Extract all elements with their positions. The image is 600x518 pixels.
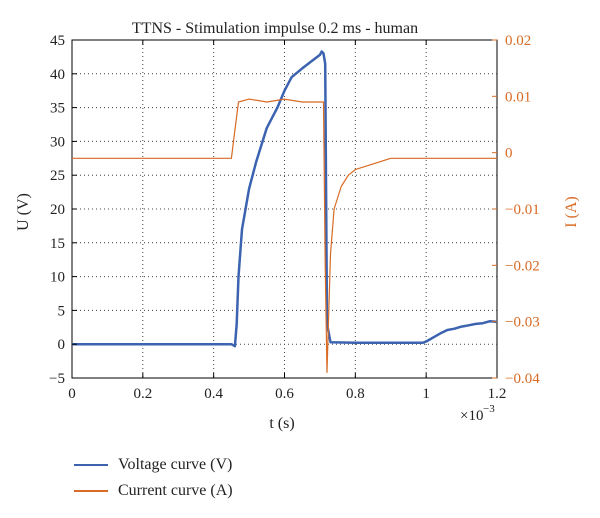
chart-title: TTNS - Stimulation impulse 0.2 ms - huma… [132, 20, 418, 37]
x-multiplier-base: ×10 [460, 408, 483, 424]
y-axis-label-right: I (A) [563, 196, 580, 228]
y-left-tick-label: −5 [49, 371, 65, 387]
series-current-line [72, 98, 497, 373]
y-left-tick-label: 0 [58, 337, 66, 353]
ticks: 0 0.2 0.4 0.6 0.8 1 1.2−5051015202530354045−0.… [49, 33, 540, 402]
legend-swatch-current [74, 490, 108, 492]
y-right-tick-label: 0 [505, 146, 513, 162]
y-left-tick-label: 5 [58, 303, 66, 319]
grid [72, 40, 497, 378]
y-left-tick-label: 40 [50, 67, 65, 83]
x-axis-label: t (s) [269, 415, 294, 432]
legend-label-current: Current curve (A) [118, 482, 233, 499]
y-left-tick-label: 30 [50, 134, 65, 150]
series-layer [72, 50, 498, 373]
x-tick-label: 1 [422, 386, 430, 402]
x-multiplier: ×10 −3 [460, 403, 495, 424]
y-left-tick-label: 45 [50, 33, 65, 49]
x-tick-label: 0.8 [346, 386, 365, 402]
x-tick-label: 0 [68, 386, 76, 402]
y-axis-label-left: U (V) [15, 193, 32, 231]
y-left-tick-label: 10 [50, 270, 65, 286]
x-tick-label: 0.6 [275, 386, 294, 402]
x-tick-label: 1.2 [488, 386, 507, 402]
y-left-tick-label: 35 [50, 101, 65, 117]
y-left-tick-label: 25 [50, 168, 65, 184]
y-right-tick-label: −0.04 [505, 371, 540, 387]
y-right-tick-label: −0.01 [505, 202, 540, 218]
legend-item-voltage: Voltage curve (V) [74, 452, 233, 478]
legend: Voltage curve (V) Current curve (A) [74, 452, 233, 504]
legend-item-current: Current curve (A) [74, 478, 233, 504]
y-left-tick-label: 20 [50, 202, 65, 218]
y-right-tick-label: −0.02 [505, 258, 540, 274]
x-tick-label: 0.2 [133, 386, 152, 402]
series-voltage-line [72, 50, 498, 348]
y-left-tick-label: 15 [50, 236, 65, 252]
x-multiplier-exponent: −3 [483, 403, 495, 415]
y-right-tick-label: 0.02 [505, 33, 531, 49]
y-right-tick-label: 0.01 [505, 89, 531, 105]
x-tick-label: 0.4 [204, 386, 223, 402]
legend-label-voltage: Voltage curve (V) [118, 456, 233, 473]
legend-swatch-voltage [74, 464, 108, 466]
y-right-tick-label: −0.03 [505, 315, 540, 331]
